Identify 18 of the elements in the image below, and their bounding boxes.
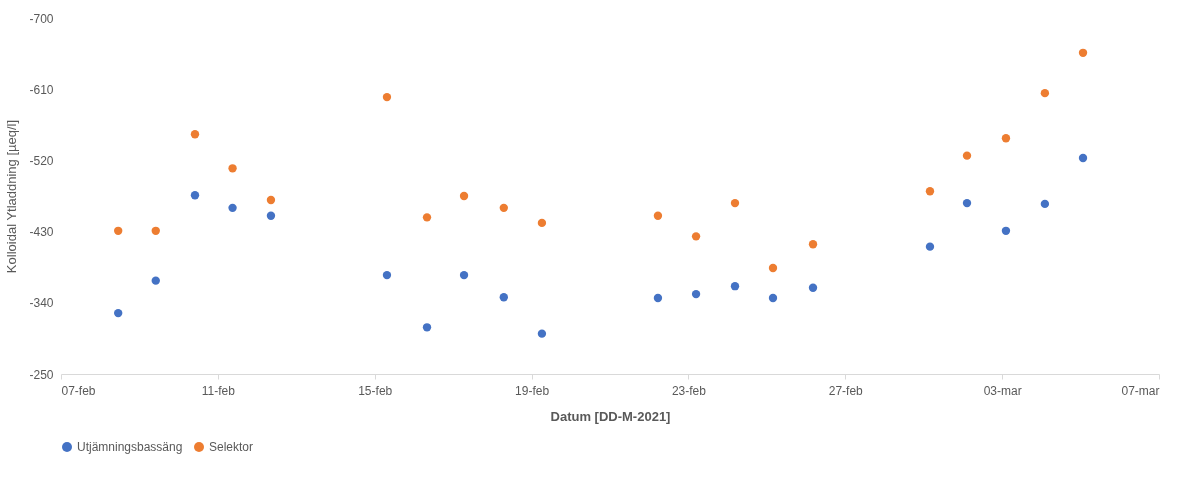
y-tick-label: -340 xyxy=(29,296,54,311)
y-tick-label: -700 xyxy=(29,11,54,26)
x-tick-label: 07-mar xyxy=(1121,383,1160,398)
x-tick-label: 19-feb xyxy=(515,383,550,398)
x-tick-label: 27-feb xyxy=(828,383,864,398)
y-tick-label: -250 xyxy=(29,367,54,382)
legend-label: Utjämningsbassäng xyxy=(77,440,183,454)
x-tick-label: 07-feb xyxy=(61,383,96,398)
y-tick-label: -430 xyxy=(29,225,54,240)
legend-label: Selektor xyxy=(209,440,254,454)
y-tick-label: -520 xyxy=(29,153,54,168)
x-tick-label: 23-feb xyxy=(671,383,707,398)
y-tick-label: -610 xyxy=(29,82,54,97)
x-tick-label: 11-feb xyxy=(201,383,236,398)
x-tick-label: 15-feb xyxy=(358,383,393,398)
x-tick-label: 03-mar xyxy=(983,383,1022,398)
y-axis-title: Kolloidal Ytladdning [µeq/l] xyxy=(4,119,20,274)
x-axis-title: Datum [DD-M-2021] xyxy=(550,408,671,424)
